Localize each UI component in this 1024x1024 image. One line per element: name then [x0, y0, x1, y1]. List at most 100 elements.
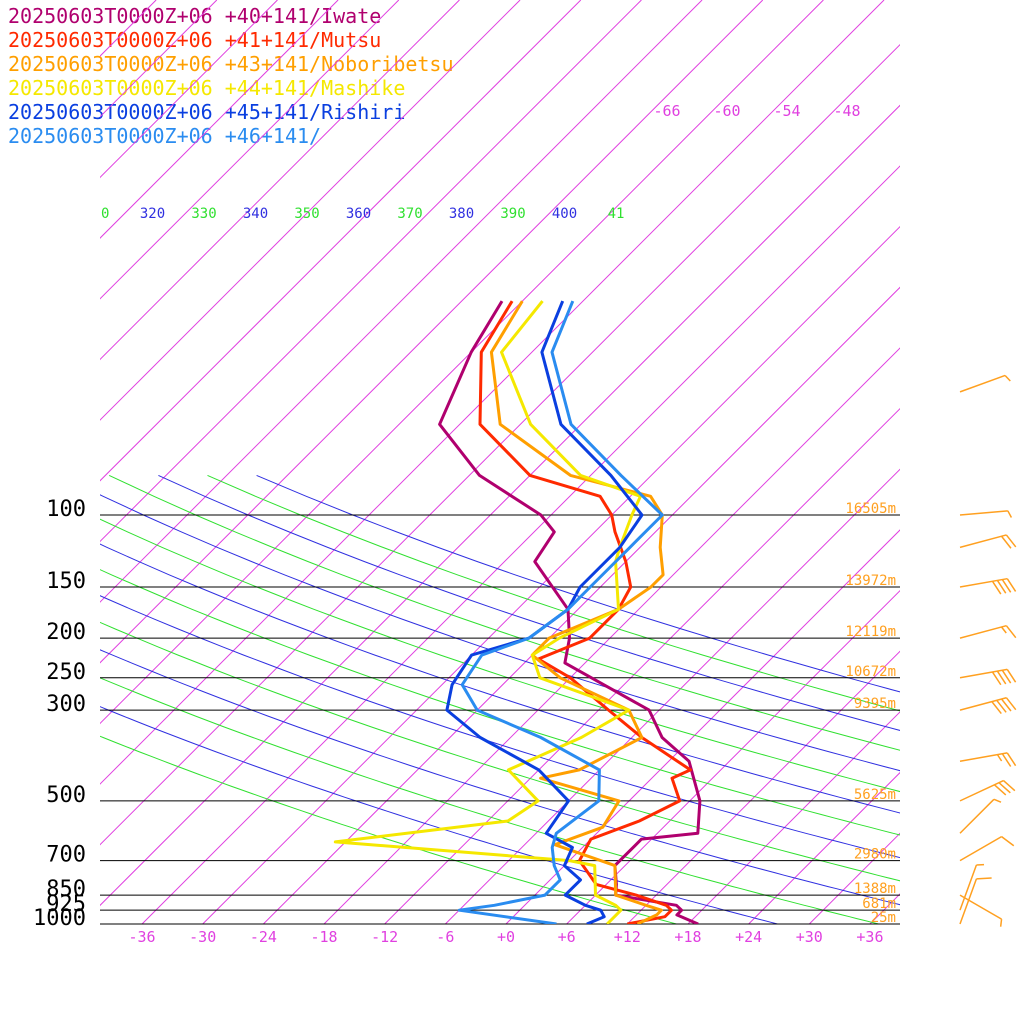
- wind-barb-half: [976, 863, 985, 866]
- legend-entry-iwate: 20250603T0000Z+06 +40+141/Iwate: [8, 4, 382, 28]
- wind-barb-staff: [959, 894, 1002, 920]
- temperature-tick-label: -36: [128, 928, 155, 946]
- theta-label: 390: [500, 206, 525, 222]
- wind-barb: [959, 510, 1013, 518]
- theta-label: 380: [449, 206, 474, 222]
- temperature-tick-label: +12: [614, 928, 641, 946]
- pressure-label: 500: [46, 783, 86, 808]
- temperature-tick-label: -24: [250, 928, 277, 946]
- wind-barb-staff: [959, 752, 1008, 762]
- dry-adiabat-line: [100, 706, 780, 924]
- dry-adiabat-line: [100, 735, 679, 924]
- wind-barb-flag: [1006, 669, 1017, 683]
- dry-adiabat-line: [207, 474, 900, 712]
- isotherm-line: [100, 0, 278, 179]
- wind-barb-half: [993, 798, 1002, 803]
- wind-barb-flag: [1005, 697, 1017, 711]
- isotherm-line: [141, 165, 900, 924]
- wind-barb: [959, 835, 1015, 862]
- temperature-tick-label: +18: [674, 928, 701, 946]
- wind-barb-staff: [959, 835, 1002, 862]
- temperature-tick-label: -18: [310, 928, 337, 946]
- temperature-tick-label: +36: [856, 928, 883, 946]
- legend-entry-rishiri: 20250603T0000Z+06 +45+141/Rishiri: [8, 100, 406, 124]
- wind-barb: [959, 374, 1011, 393]
- isotherm-line: [263, 286, 900, 924]
- wind-barb-staff: [959, 878, 978, 925]
- wind-barb-flag: [1005, 625, 1017, 639]
- pressure-label: 100: [46, 497, 86, 522]
- wind-barb-flag: [998, 782, 1011, 794]
- temperature-tick-label: -30: [189, 928, 216, 946]
- sounding-series: [333, 300, 702, 924]
- height-label: 2980m: [854, 847, 896, 863]
- dry-adiabat-line: [256, 474, 900, 693]
- theta-label: 360: [346, 206, 371, 222]
- height-label: 25m: [871, 910, 896, 926]
- isobar-lines: [100, 514, 900, 925]
- sounding-line: [478, 300, 692, 924]
- axis-labels: 100 16505m 150 13972m 200 12119m 250 10672m 300 9…: [33, 102, 896, 946]
- wind-barb-half: [1007, 510, 1013, 518]
- height-label: 681m: [862, 896, 896, 912]
- sounding-line: [438, 300, 702, 924]
- dry-adiabat-line: [100, 677, 881, 924]
- wind-barb-flag: [1001, 669, 1012, 684]
- wind-barb-flag: [991, 671, 1002, 686]
- temperature-tick-label: +24: [735, 928, 762, 946]
- temperature-tick-label: +6: [558, 928, 576, 946]
- isotherm-line: [100, 0, 218, 118]
- legend-entry-noboribetsu: 20250603T0000Z+06 +43+141/Noboribetsu: [8, 52, 454, 76]
- dry-adiabat-line: [100, 569, 900, 836]
- wind-barb-half: [1000, 626, 1007, 634]
- dry-adiabat-line: [158, 474, 900, 731]
- legend-entry-46n: 20250603T0000Z+06 +46+141/: [8, 124, 322, 148]
- theta-label: 370: [397, 206, 422, 222]
- wind-barb: [959, 668, 1017, 686]
- wind-barb-flag: [996, 580, 1007, 594]
- wind-barb: [959, 863, 985, 911]
- pressure-label: 300: [46, 692, 86, 717]
- isotherm-line: [100, 0, 824, 725]
- isotherm-line: [100, 0, 521, 421]
- pressure-label: 925: [46, 892, 86, 917]
- wind-barb-flag: [996, 699, 1007, 713]
- wind-barb-flag: [996, 670, 1007, 685]
- wind-barb-flag: [991, 580, 1002, 595]
- wind-barb-flag: [1000, 698, 1012, 712]
- wind-barb-staff: [959, 534, 1007, 549]
- wind-barb-flag: [1000, 535, 1012, 549]
- height-label: 13972m: [845, 573, 896, 589]
- isotherm-line: [0, 0, 35, 924]
- theta-label: 0: [101, 206, 109, 222]
- dry-adiabat-line: [100, 649, 900, 906]
- isotherm-line: [100, 0, 582, 482]
- isotherm-line: [100, 0, 339, 239]
- isotherm-line: [748, 771, 900, 924]
- pressure-label: 150: [46, 569, 86, 594]
- isotherm-label: -60: [713, 102, 740, 120]
- wind-barbs: [959, 374, 1017, 927]
- pressure-label: 250: [46, 660, 86, 685]
- wind-barb-staff: [959, 798, 995, 834]
- temperature-tick-label: +30: [796, 928, 823, 946]
- wind-barb-staff: [959, 779, 1004, 802]
- wind-barb: [959, 624, 1017, 639]
- isotherm-lines: [0, 0, 900, 924]
- height-label: 1388m: [854, 881, 896, 897]
- wind-barb: [959, 577, 1017, 595]
- legend-entry-mashike: 20250603T0000Z+06 +44+141/Mashike: [8, 76, 406, 100]
- wind-barb-flag: [993, 784, 1007, 796]
- height-label: 12119m: [845, 624, 896, 640]
- height-label: 9395m: [854, 696, 896, 712]
- wind-barb-flag: [976, 877, 992, 880]
- temperature-tick-label: -6: [436, 928, 454, 946]
- wind-barb-staff: [959, 624, 1007, 639]
- wind-barb-flag: [1006, 752, 1017, 767]
- isotherm-label: -48: [833, 102, 860, 120]
- isotherm-line: [100, 0, 460, 361]
- theta-label: 320: [140, 206, 165, 222]
- isotherm-line: [100, 0, 764, 664]
- isotherm-line: [100, 0, 885, 785]
